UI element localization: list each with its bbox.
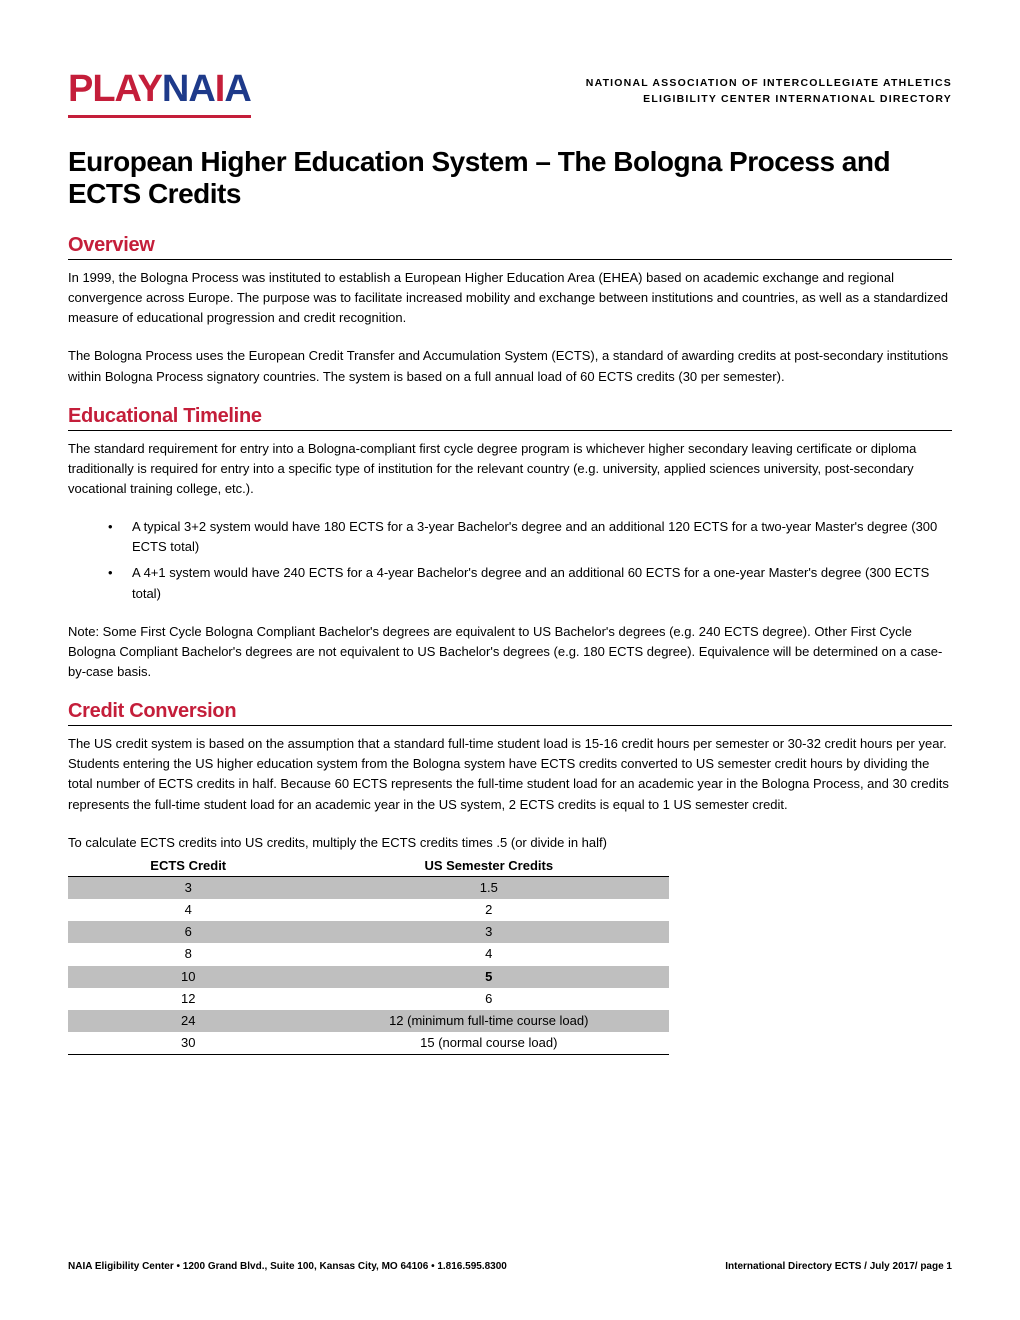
conversion-heading: Credit Conversion [68,700,952,726]
header-line2: ELIGIBILITY CENTER INTERNATIONAL DIRECTO… [586,92,952,108]
logo-play: PLAY [68,68,162,111]
table-row: 105 [68,966,669,988]
us-cell: 4 [308,943,669,965]
us-cell: 12 (minimum full-time course load) [308,1010,669,1032]
footer-right: International Directory ECTS / July 2017… [725,1261,952,1272]
ects-cell: 24 [68,1010,308,1032]
table-header-row: ECTS Credit US Semester Credits [68,855,669,877]
ects-cell: 12 [68,988,308,1010]
playnaia-logo: PLAYNAIA [68,68,251,118]
logo-n: N [162,68,188,111]
logo-a1: A [188,68,214,111]
table-body: 31.54263841051262412 (minimum full-time … [68,876,669,1055]
table-row: 42 [68,899,669,921]
ects-cell: 30 [68,1032,308,1055]
us-cell: 2 [308,899,669,921]
page-title: European Higher Education System – The B… [68,146,952,210]
ects-cell: 8 [68,943,308,965]
us-cell: 3 [308,921,669,943]
col-header-ects: ECTS Credit [68,855,308,877]
table-row: 126 [68,988,669,1010]
table-row: 63 [68,921,669,943]
table-row: 31.5 [68,876,669,899]
us-cell: 5 [308,966,669,988]
timeline-bullets: A typical 3+2 system would have 180 ECTS… [108,517,952,604]
header-line1: NATIONAL ASSOCIATION OF INTERCOLLEGIATE … [586,76,952,92]
table-caption: To calculate ECTS credits into US credit… [68,833,952,853]
document-header: PLAYNAIA NATIONAL ASSOCIATION OF INTERCO… [68,68,952,118]
footer-left: NAIA Eligibility Center • 1200 Grand Blv… [68,1261,507,1272]
ects-cell: 4 [68,899,308,921]
logo-i: I [215,68,225,111]
conversion-table: ECTS Credit US Semester Credits 31.54263… [68,855,669,1056]
overview-para1: In 1999, the Bologna Process was institu… [68,268,952,328]
timeline-note: Note: Some First Cycle Bologna Compliant… [68,622,952,682]
table-row: 2412 (minimum full-time course load) [68,1010,669,1032]
us-cell: 1.5 [308,876,669,899]
overview-heading: Overview [68,234,952,260]
list-item: A typical 3+2 system would have 180 ECTS… [108,517,952,557]
list-item: A 4+1 system would have 240 ECTS for a 4… [108,563,952,603]
col-header-us: US Semester Credits [308,855,669,877]
table-row: 84 [68,943,669,965]
overview-para2: The Bologna Process uses the European Cr… [68,346,952,386]
conversion-para1: The US credit system is based on the ass… [68,734,952,815]
ects-cell: 6 [68,921,308,943]
us-cell: 6 [308,988,669,1010]
header-org-text: NATIONAL ASSOCIATION OF INTERCOLLEGIATE … [586,68,952,108]
timeline-para1: The standard requirement for entry into … [68,439,952,499]
ects-cell: 3 [68,876,308,899]
document-footer: NAIA Eligibility Center • 1200 Grand Blv… [68,1261,952,1272]
logo-a2: A [224,68,250,111]
ects-cell: 10 [68,966,308,988]
us-cell: 15 (normal course load) [308,1032,669,1055]
timeline-heading: Educational Timeline [68,405,952,431]
table-row: 3015 (normal course load) [68,1032,669,1055]
